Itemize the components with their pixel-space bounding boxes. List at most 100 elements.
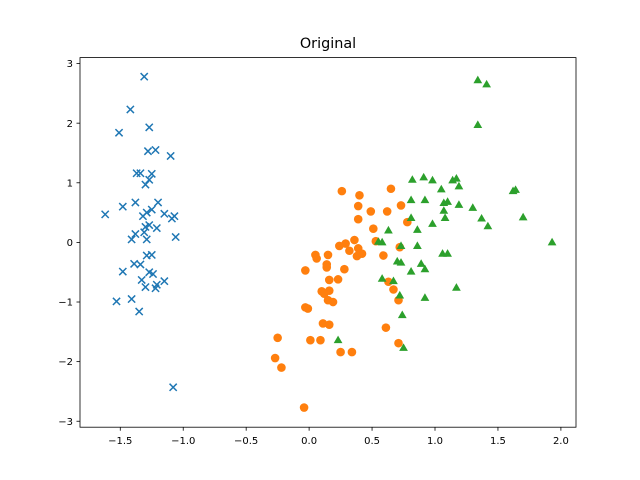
series-3-point [416, 259, 426, 267]
series-1-point [101, 210, 110, 219]
series-1-point [142, 235, 151, 244]
plot-marks [101, 72, 557, 412]
x-tick-label: 0.5 [364, 436, 380, 447]
series-2-point [316, 335, 325, 345]
series-2-point [382, 207, 392, 216]
series-1-point [132, 169, 141, 178]
series-2-point [366, 207, 376, 216]
series-3-point [420, 293, 430, 301]
x-tick-label: 1.5 [490, 436, 506, 447]
series-3-point [420, 264, 430, 273]
series-1-point [137, 275, 146, 285]
series-2-point [322, 263, 332, 272]
series-1-point [118, 202, 127, 211]
series-3-point [413, 241, 422, 249]
series-3-point [443, 249, 452, 257]
series-1-point [112, 297, 121, 306]
series-1-point [141, 180, 150, 189]
series-2-point [369, 224, 378, 233]
series-2-point [328, 297, 338, 307]
series-3-point [333, 335, 343, 344]
series-1-point [145, 123, 154, 132]
y-tick-label: −3 [58, 417, 73, 428]
series-3-point [443, 197, 452, 205]
x-tick-label: 1.0 [427, 436, 443, 447]
x-tick-label: 2.0 [553, 436, 569, 447]
series-3-point [377, 237, 387, 246]
series-2-point [333, 275, 343, 284]
series-3-point [477, 213, 486, 222]
series-3-point [377, 274, 387, 282]
y-tick-label: −1 [58, 298, 73, 309]
series-3-point [468, 203, 478, 211]
series-3-point [428, 219, 437, 227]
series-2-point [340, 264, 349, 274]
series-1-point [127, 294, 136, 304]
series-2-point [355, 191, 364, 200]
series-2-point [353, 214, 363, 224]
series-2-point [277, 363, 286, 372]
x-tick-label: −0.5 [234, 436, 258, 447]
series-3-point [483, 221, 493, 230]
series-3-point [511, 185, 520, 193]
series-3-point [439, 206, 449, 214]
series-2-point [386, 184, 396, 194]
series-3-point [389, 276, 398, 285]
series-2-point [299, 403, 309, 412]
series-3-point [396, 241, 406, 249]
series-1-point [166, 151, 175, 161]
series-1-point [127, 235, 136, 244]
x-axis: −1.5 −1.0 −0.5 0.0 0.5 1.0 1.5 2.0 [108, 427, 569, 447]
series-2-point [396, 201, 406, 210]
series-1-point [147, 169, 156, 178]
series-2-point [336, 347, 345, 357]
y-tick-label: −2 [58, 357, 73, 368]
series-3-point [473, 120, 483, 128]
series-2-point [350, 235, 359, 245]
series-1-point [143, 147, 153, 156]
y-axis: −3 −2 −1 0 1 2 3 [58, 59, 80, 428]
series-2-point [270, 353, 280, 363]
series-3-point [454, 200, 464, 208]
series-3-point [407, 175, 417, 183]
series-1-point [167, 214, 177, 223]
series-3-point [518, 212, 528, 221]
series-3-point [436, 184, 446, 193]
x-tick-label: −1.0 [171, 436, 195, 447]
series-1-point [118, 267, 127, 276]
series-3-point [482, 79, 491, 88]
series-1-point [148, 269, 158, 279]
series-1-point [138, 212, 148, 221]
series-3-point [428, 175, 437, 184]
series-3-point [399, 343, 408, 351]
series-1-point [141, 282, 150, 292]
series-2-point [381, 323, 391, 332]
y-tick-label: 0 [67, 238, 73, 249]
series-2-point [347, 347, 357, 357]
series-1-point [169, 383, 178, 392]
series-1-point [114, 128, 124, 137]
series-1-point [147, 205, 156, 214]
series-3-point [395, 290, 405, 299]
series-1-point [153, 198, 163, 207]
series-1-point [160, 209, 169, 218]
x-tick-label: −1.5 [108, 436, 132, 447]
series-3-point [440, 213, 450, 221]
series-1-point [160, 277, 169, 286]
series-2-point [345, 246, 354, 256]
series-2-point [319, 289, 329, 298]
series-2-point [324, 320, 334, 329]
series-1-point [131, 198, 140, 207]
series-1-point [135, 307, 144, 316]
series-2-point [301, 303, 310, 312]
series-2-point [353, 201, 363, 211]
series-1-point [140, 228, 149, 237]
series-3-point [420, 195, 430, 204]
series-1-point [140, 72, 149, 81]
series-2-point [337, 186, 347, 196]
chart-title: Original [300, 36, 356, 52]
series-1-point [126, 105, 135, 114]
series-1-point [151, 284, 160, 293]
series-1-point [151, 145, 160, 155]
series-2-point [324, 275, 334, 285]
